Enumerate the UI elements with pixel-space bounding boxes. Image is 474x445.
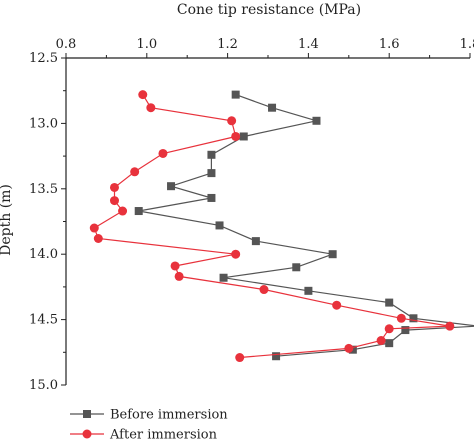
data-point	[158, 148, 168, 158]
data-point	[231, 131, 241, 141]
data-point	[268, 103, 277, 112]
x-tick-label: 1.0	[136, 37, 157, 52]
data-point	[396, 313, 406, 323]
legend-item: Before immersion	[70, 408, 228, 423]
y-tick-label: 13.5	[29, 182, 58, 197]
data-point	[219, 273, 228, 282]
data-point	[207, 193, 216, 202]
legend-item: After immersion	[70, 428, 218, 443]
data-point	[239, 132, 248, 141]
y-tick-label: 14.0	[29, 247, 58, 262]
data-point	[146, 103, 156, 113]
y-tick-label: 13.0	[29, 116, 58, 131]
data-point	[109, 182, 119, 192]
data-point	[409, 314, 418, 323]
data-point	[272, 352, 281, 361]
series-after-immersion	[89, 90, 455, 363]
x-axis-title: Cone tip resistance (MPa)	[177, 2, 361, 18]
data-point	[344, 343, 354, 353]
data-point	[138, 90, 148, 100]
series-before-immersion	[134, 90, 474, 361]
x-tick-label: 1.2	[217, 37, 238, 52]
data-point	[312, 116, 321, 125]
data-point	[207, 150, 216, 159]
data-point	[207, 169, 216, 178]
data-point	[215, 221, 224, 230]
x-tick-label: 1.4	[298, 37, 319, 52]
data-point	[231, 249, 241, 259]
data-point	[167, 182, 176, 191]
x-tick-label: 1.8	[460, 37, 474, 52]
data-point	[227, 116, 237, 126]
axes-frame	[61, 53, 471, 386]
y-tick-label: 12.5	[29, 51, 58, 66]
data-point	[231, 90, 240, 99]
x-tick-labels: 0.8 1.0 1.2 1.4 1.6 1.8	[56, 37, 474, 52]
y-tick-labels: 12.5 13.0 13.5 14.0 14.5 15.0	[29, 51, 58, 393]
data-point	[328, 250, 337, 259]
x-tick-label: 1.6	[379, 37, 400, 52]
data-point	[118, 206, 128, 216]
legend-marker	[83, 410, 91, 418]
data-point	[445, 321, 455, 331]
x-tick-label: 0.8	[56, 37, 77, 52]
y-axis-title: Depth (m)	[0, 184, 14, 256]
data-point	[170, 261, 180, 271]
data-point	[376, 336, 386, 346]
data-point	[134, 207, 143, 216]
data-point	[174, 271, 184, 281]
data-point	[292, 263, 301, 272]
legend-label: After immersion	[109, 428, 218, 443]
data-point	[304, 286, 313, 295]
series-line	[138, 94, 474, 357]
y-tick-label: 15.0	[29, 378, 58, 393]
series-line	[93, 94, 450, 359]
data-point	[235, 353, 245, 363]
data-point	[385, 339, 394, 348]
legend-marker	[82, 429, 92, 439]
data-point	[259, 285, 269, 295]
data-point	[89, 223, 99, 233]
legend: Before immersion After immersion	[70, 408, 228, 443]
legend-label: Before immersion	[110, 408, 228, 423]
data-point	[332, 300, 342, 310]
data-point	[109, 196, 119, 206]
y-tick-label: 14.5	[29, 313, 58, 328]
data-point	[93, 234, 103, 244]
data-point	[384, 324, 394, 334]
data-point	[385, 298, 394, 307]
data-point	[130, 167, 140, 177]
series-group	[89, 90, 474, 363]
data-point	[251, 237, 260, 246]
data-point	[401, 326, 410, 335]
